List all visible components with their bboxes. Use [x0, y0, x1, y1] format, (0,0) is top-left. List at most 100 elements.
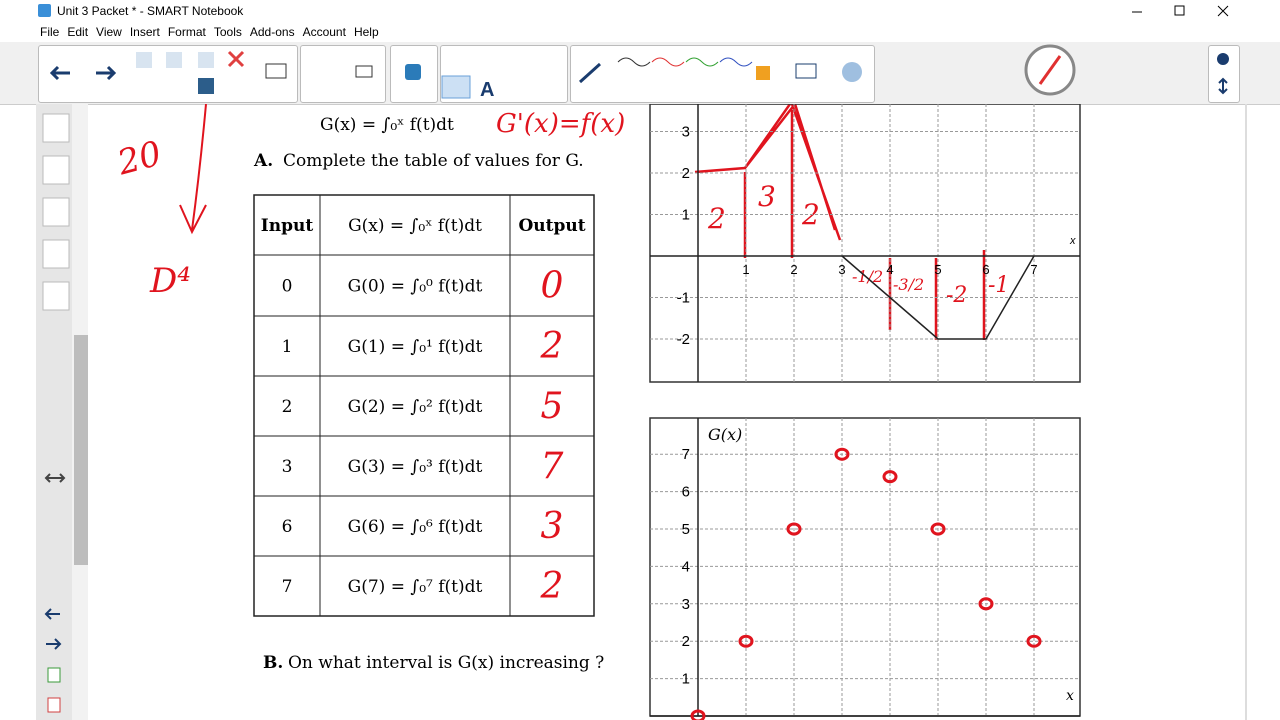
handwriting: D⁴ [149, 261, 191, 301]
content-area: G(x) = ∫₀ˣ f(t)dt A. Complete the table … [36, 104, 1247, 720]
screen-capture[interactable] [265, 63, 287, 79]
table-cell: G(2) = ∫₀² f(t)dt [348, 397, 483, 417]
plotted-point [978, 597, 994, 611]
handwriting: 20 [113, 134, 166, 184]
menu-item[interactable]: Edit [67, 25, 89, 39]
question-label: B. [263, 653, 283, 673]
handwriting: G'(x)=f(x) [496, 109, 625, 139]
handwritten-arrow [179, 104, 207, 235]
menu-item[interactable]: File [40, 25, 60, 39]
menu-item[interactable]: Account [302, 25, 346, 39]
x-tick-label: 2 [790, 262, 797, 277]
menu-item[interactable]: Tools [213, 25, 242, 39]
tool-icons: A [49, 44, 1229, 101]
menu-item[interactable]: Insert [129, 25, 160, 39]
handwriting: 3 [758, 180, 776, 213]
question-text: Complete the table of values for G. [283, 151, 584, 171]
handwriting: -1/2 [852, 267, 883, 286]
handwriting: -1 [988, 273, 1009, 298]
y-tick-label: -2 [677, 331, 690, 348]
scroll-thumb[interactable] [74, 335, 88, 565]
question-label: A. [253, 151, 273, 171]
question-text: On what interval is G(x) increasing ? [288, 653, 604, 673]
graph-frame [649, 104, 1081, 383]
restore[interactable] [1174, 5, 1185, 16]
resize-sidebar[interactable] [44, 473, 66, 483]
addons-tab[interactable] [42, 281, 70, 311]
menu-item[interactable]: Help [353, 25, 379, 39]
forward-button[interactable] [96, 65, 117, 81]
table-cell: G(6) = ∫₀⁶ f(t)dt [348, 517, 483, 537]
table-output: 5 [541, 386, 564, 427]
y-tick-label: 2 [682, 165, 690, 182]
page-sorter-tab[interactable] [42, 113, 70, 143]
move-toolbar[interactable] [1218, 77, 1228, 95]
g-graph: 1 2 3 4 5 6 7 G(x) x [649, 417, 1081, 720]
plotted-point [738, 634, 754, 648]
table-output: 3 [541, 506, 564, 547]
plotted-point [930, 522, 946, 536]
x-tick-label: 4 [886, 262, 893, 277]
y-tick-label: 1 [682, 671, 690, 688]
menu-item[interactable]: Add-ons [249, 25, 295, 39]
axis-label: G(x) [708, 425, 742, 444]
text-tool[interactable]: A [480, 79, 494, 101]
plotted-point [882, 470, 898, 484]
y-tick-label: 7 [682, 446, 690, 463]
settings[interactable] [1217, 53, 1229, 65]
y-tick-label: 5 [682, 521, 690, 538]
toolbar: A [0, 42, 1280, 105]
axis-label: x [1069, 235, 1076, 247]
document-camera[interactable] [355, 65, 373, 78]
pen-style[interactable] [617, 57, 651, 67]
handwriting: -2 [946, 283, 967, 308]
add-page[interactable] [47, 667, 61, 683]
app-icon [38, 4, 51, 17]
f-line [841, 255, 1035, 340]
pen-style[interactable] [685, 57, 719, 67]
title-icons [38, 4, 1229, 17]
attachments-tab[interactable] [42, 197, 70, 227]
x-tick-label: 7 [1030, 262, 1037, 277]
table-output: 7 [541, 446, 564, 487]
table-cell: G(7) = ∫₀⁷ f(t)dt [348, 577, 483, 597]
save[interactable] [198, 78, 214, 94]
table-cell: 3 [282, 457, 293, 477]
x-tick-label: 6 [982, 262, 989, 277]
pen-style[interactable] [719, 57, 753, 67]
menu-item[interactable]: View [96, 25, 122, 39]
menu-item[interactable]: Format [167, 25, 206, 39]
table-header: Output [518, 216, 585, 236]
page-edge [1245, 104, 1247, 720]
undo[interactable] [136, 52, 152, 68]
pen[interactable] [578, 62, 602, 84]
redo[interactable] [166, 52, 182, 68]
next-page[interactable] [46, 638, 62, 650]
select-active[interactable] [441, 75, 471, 99]
plotted-point [690, 709, 706, 720]
y-tick-label: 3 [682, 596, 690, 613]
axis-label: x [1066, 688, 1074, 704]
delete[interactable] [227, 50, 245, 68]
table-cell: G(3) = ∫₀³ f(t)dt [348, 457, 483, 477]
addons[interactable] [405, 64, 421, 80]
back-button[interactable] [49, 65, 70, 81]
table-cell: G(1) = ∫₀¹ f(t)dt [348, 337, 483, 357]
line-style[interactable] [795, 63, 817, 79]
table-cell: 2 [282, 397, 293, 417]
y-tick-label: 6 [682, 484, 690, 501]
pen-style[interactable] [651, 57, 685, 67]
fill-tool[interactable] [842, 62, 862, 82]
table-output: 2 [540, 326, 564, 367]
paste[interactable] [198, 52, 214, 68]
delete-page[interactable] [47, 697, 61, 713]
previous-page[interactable] [44, 608, 60, 620]
color-palette[interactable] [756, 66, 770, 80]
pen-tool-indicator-icon [1038, 55, 1062, 85]
gallery-tab[interactable] [42, 155, 70, 185]
table-cell: 0 [282, 277, 293, 297]
close[interactable] [1217, 5, 1229, 17]
handwritten-strokes [694, 104, 986, 340]
properties-tab[interactable] [42, 239, 70, 269]
table-output: 0 [541, 266, 564, 307]
